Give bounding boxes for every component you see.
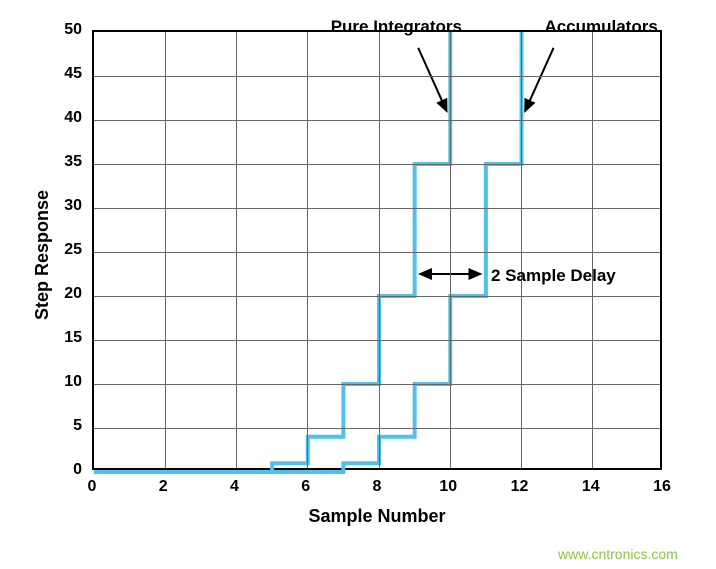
annotation-delay: 2 Sample Delay: [491, 266, 616, 286]
y-axis-label: Step Response: [32, 190, 53, 320]
y-tick-label: 40: [64, 109, 82, 127]
x-tick-label: 14: [582, 478, 600, 496]
watermark: www.cntronics.com: [558, 546, 678, 562]
gridline-horizontal: [94, 120, 660, 121]
x-tick-label: 2: [159, 478, 168, 496]
y-tick-label: 25: [64, 241, 82, 259]
y-tick-label: 30: [64, 197, 82, 215]
gridline-vertical: [521, 32, 522, 468]
y-tick-label: 20: [64, 285, 82, 303]
gridline-horizontal: [94, 164, 660, 165]
x-tick-label: 6: [301, 478, 310, 496]
plot-area: [92, 30, 662, 470]
annotation-accumulators: Accumulators: [544, 17, 657, 37]
y-tick-label: 50: [64, 21, 82, 39]
annotation-arrow: [418, 48, 447, 111]
gridline-vertical: [307, 32, 308, 468]
annotation-pure-integrators: Pure Integrators: [331, 17, 462, 37]
gridline-horizontal: [94, 252, 660, 253]
annotation-arrow: [525, 48, 554, 111]
gridline-horizontal: [94, 208, 660, 209]
gridline-vertical: [165, 32, 166, 468]
y-tick-label: 15: [64, 329, 82, 347]
x-tick-label: 16: [653, 478, 671, 496]
gridline-horizontal: [94, 428, 660, 429]
gridline-horizontal: [94, 296, 660, 297]
x-axis-label: Sample Number: [308, 506, 445, 527]
gridline-vertical: [592, 32, 593, 468]
x-tick-label: 4: [230, 478, 239, 496]
y-tick-label: 10: [64, 373, 82, 391]
x-tick-label: 10: [439, 478, 457, 496]
gridline-horizontal: [94, 384, 660, 385]
gridline-vertical: [236, 32, 237, 468]
y-tick-label: 35: [64, 153, 82, 171]
y-tick-label: 0: [73, 461, 82, 479]
gridline-vertical: [379, 32, 380, 468]
x-tick-label: 8: [373, 478, 382, 496]
gridline-horizontal: [94, 76, 660, 77]
gridline-vertical: [450, 32, 451, 468]
y-tick-label: 5: [73, 417, 82, 435]
y-tick-label: 45: [64, 65, 82, 83]
x-tick-label: 12: [511, 478, 529, 496]
x-tick-label: 0: [88, 478, 97, 496]
gridline-horizontal: [94, 340, 660, 341]
